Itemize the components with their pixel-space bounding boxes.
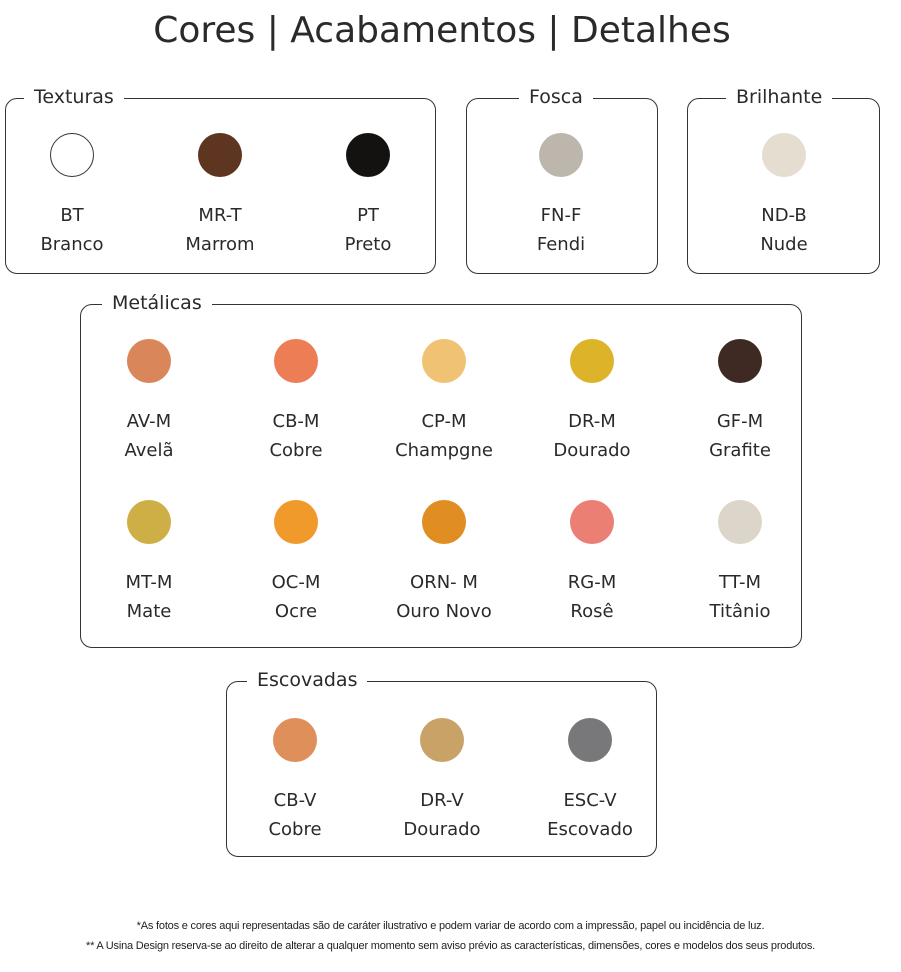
color-option: BT Branco (2, 133, 142, 259)
section-fosca: Fosca (466, 85, 658, 274)
color-swatch (127, 339, 171, 383)
color-option: CB-M Cobre (226, 339, 366, 465)
color-swatch (274, 500, 318, 544)
color-code: ESC-V (563, 790, 617, 811)
color-name: Dourado (553, 440, 631, 461)
section-title: Escovadas (247, 668, 368, 692)
color-code: PT (357, 205, 379, 226)
color-code: RG-M (567, 572, 617, 593)
color-swatch (762, 133, 806, 177)
color-option: GF-M Grafite (670, 339, 810, 465)
color-swatch (346, 133, 390, 177)
color-code: GF-M (716, 411, 764, 432)
color-option: FN-F Fendi (491, 133, 631, 259)
color-code: ND-B (761, 205, 807, 226)
color-name: Preto (344, 234, 392, 255)
color-name: Fendi (536, 234, 586, 255)
color-name: Dourado (403, 819, 481, 840)
color-option: AV-M Avelã (79, 339, 219, 465)
color-swatch (420, 718, 464, 762)
color-option: PT Preto (298, 133, 438, 259)
color-swatch (539, 133, 583, 177)
color-swatch (422, 339, 466, 383)
color-option: CB-V Cobre (225, 718, 365, 844)
color-option: ORN- M Ouro Novo (374, 500, 514, 626)
color-option: CP-M Champgne (374, 339, 514, 465)
color-option: OC-M Ocre (226, 500, 366, 626)
color-code: CP-M (421, 411, 467, 432)
color-code: ORN- M (410, 572, 478, 593)
color-code: BT (60, 205, 84, 226)
color-name: Cobre (268, 819, 322, 840)
color-code: CB-V (273, 790, 317, 811)
section-title: Texturas (24, 85, 124, 109)
color-name: Branco (40, 234, 104, 255)
color-name: Marrom (185, 234, 255, 255)
color-option: MR-T Marrom (150, 133, 290, 259)
section-escovadas: Escovadas (226, 668, 657, 857)
section-brilhante: Brilhante (687, 85, 880, 274)
color-code: FN-F (540, 205, 582, 226)
color-code: DR-M (568, 411, 616, 432)
color-code: AV-M (126, 411, 172, 432)
color-swatch (422, 500, 466, 544)
color-code: DR-V (420, 790, 464, 811)
color-swatch (568, 718, 612, 762)
color-name: Champgne (395, 440, 493, 461)
color-swatch (718, 339, 762, 383)
color-option: DR-M Dourado (522, 339, 662, 465)
color-swatch (274, 339, 318, 383)
color-code: OC-M (271, 572, 321, 593)
color-swatch (127, 500, 171, 544)
color-swatch (50, 133, 94, 177)
color-option: MT-M Mate (79, 500, 219, 626)
color-swatch (198, 133, 242, 177)
color-name: Nude (760, 234, 808, 255)
section-metalicas: Metálicas (80, 291, 802, 648)
footnote-disclaimer: *As fotos e cores aqui representadas são… (136, 920, 765, 932)
footnote-rights: ** A Usina Design reserva-se ao direito … (86, 940, 815, 952)
color-option: TT-M Titânio (670, 500, 810, 626)
page-title: Cores | Acabamentos | Detalhes (153, 10, 731, 51)
color-name: Titânio (709, 601, 771, 622)
color-option: ND-B Nude (714, 133, 854, 259)
color-option: DR-V Dourado (372, 718, 512, 844)
color-code: MR-T (198, 205, 242, 226)
section-texturas: Texturas (5, 85, 436, 274)
color-code: CB-M (272, 411, 320, 432)
color-name: Ouro Novo (396, 601, 492, 622)
color-option: RG-M Rosê (522, 500, 662, 626)
color-swatch (570, 339, 614, 383)
color-name: Rosê (570, 601, 614, 622)
color-swatch (570, 500, 614, 544)
color-name: Ocre (274, 601, 318, 622)
section-title: Fosca (519, 85, 593, 109)
section-title: Metálicas (102, 291, 212, 315)
color-name: Cobre (269, 440, 323, 461)
color-code: TT-M (718, 572, 762, 593)
color-name: Escovado (547, 819, 633, 840)
color-name: Grafite (709, 440, 771, 461)
color-name: Avelã (124, 440, 174, 461)
color-code: MT-M (125, 572, 173, 593)
color-swatch (273, 718, 317, 762)
color-name: Mate (126, 601, 172, 622)
section-title: Brilhante (726, 85, 833, 109)
color-swatch (718, 500, 762, 544)
color-option: ESC-V Escovado (520, 718, 660, 844)
